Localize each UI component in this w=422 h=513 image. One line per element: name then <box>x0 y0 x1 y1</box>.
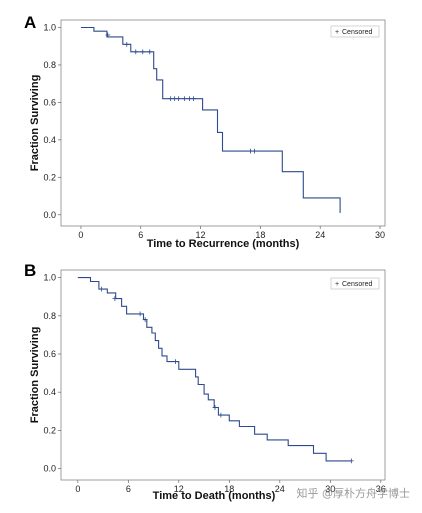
censored-mark <box>182 96 188 102</box>
x-tick-label: 18 <box>224 484 234 494</box>
x-tick-label: 12 <box>174 484 184 494</box>
x-tick-label: 0 <box>78 230 83 240</box>
plot-frame <box>60 19 386 227</box>
x-tick-label: 24 <box>315 230 325 240</box>
x-tick-label: 0 <box>75 484 80 494</box>
censored-mark <box>142 317 148 323</box>
y-tick-label: 1.0 <box>43 22 56 32</box>
censored-mark <box>137 311 143 317</box>
censored-mark <box>124 41 130 47</box>
x-tick-label: 30 <box>375 230 385 240</box>
legend-box <box>330 25 380 38</box>
survival-step-line <box>77 277 352 462</box>
legend-censored-symbol: + <box>335 281 339 288</box>
x-axis-title: Time to Recurrence (months) <box>147 238 300 250</box>
watermark-text: 知乎 @厚朴方舟学博士 <box>297 486 411 500</box>
legend-box <box>330 277 380 290</box>
y-tick-label: 0.6 <box>43 349 56 359</box>
x-tick-label: 18 <box>255 230 265 240</box>
x-tick-label: 6 <box>126 484 131 494</box>
legend-censored-label: Censored <box>342 281 372 288</box>
y-tick-label: 0.0 <box>43 210 56 220</box>
x-tick-label: 24 <box>275 484 285 494</box>
survival-step-line <box>80 26 341 213</box>
censored-mark <box>191 96 196 102</box>
panel-b: B 0 6 12 18 24 30 36 0.0 0.2 0.4 0.6 0.8 1.0 + Censo… <box>24 261 386 502</box>
x-tick-label: 6 <box>138 230 143 240</box>
censored-mark <box>140 49 146 55</box>
legend: + Censored <box>330 277 380 290</box>
y-tick-label: 0.6 <box>43 97 56 107</box>
censored-mark <box>252 148 257 154</box>
y-tick-label: 0.2 <box>43 172 56 182</box>
legend: + Censored <box>330 25 380 38</box>
series-layer <box>77 277 354 464</box>
y-axis-title: Fraction Surviving <box>29 75 41 172</box>
legend-censored-symbol: + <box>335 29 339 36</box>
legend-censored-label: Censored <box>342 29 372 36</box>
y-tick-label: 1.0 <box>43 273 56 283</box>
panel-a: A 0 6 12 18 24 30 0.0 0.2 0.4 0.6 0.8 1.0 + Censore… <box>24 13 386 250</box>
tick-layer: 0 6 12 18 24 30 0.0 0.2 0.4 0.6 0.8 1.0 <box>43 22 385 240</box>
y-tick-label: 0.4 <box>43 387 56 397</box>
censored-mark <box>218 412 224 418</box>
x-tick-label: 30 <box>325 484 335 494</box>
x-tick-label: 12 <box>196 230 206 240</box>
x-tick-label: 36 <box>376 484 386 494</box>
y-tick-label: 0.0 <box>43 464 56 474</box>
censored-mark <box>176 96 182 102</box>
plot-frame <box>60 269 386 481</box>
y-axis-title: Fraction Surviving <box>29 327 41 424</box>
panel-label: B <box>24 261 36 280</box>
series-layer <box>80 26 341 213</box>
tick-layer: 0 6 12 18 24 30 36 0.0 0.2 0.4 0.6 0.8 1.0 <box>43 273 385 494</box>
censored-mark <box>112 296 118 302</box>
panel-label: A <box>24 13 36 32</box>
censored-mark <box>133 49 139 55</box>
y-tick-label: 0.8 <box>43 60 56 70</box>
censored-mark <box>98 286 104 292</box>
censored-mark <box>173 359 178 365</box>
censored-mark <box>105 32 111 38</box>
y-tick-label: 0.8 <box>43 311 56 321</box>
y-tick-label: 0.4 <box>43 135 56 145</box>
y-tick-label: 0.2 <box>43 425 56 435</box>
censored-mark <box>348 458 354 464</box>
x-axis-title: Time to Death (months) <box>153 490 276 502</box>
censored-mark <box>147 49 153 55</box>
censored-mark <box>212 405 218 410</box>
